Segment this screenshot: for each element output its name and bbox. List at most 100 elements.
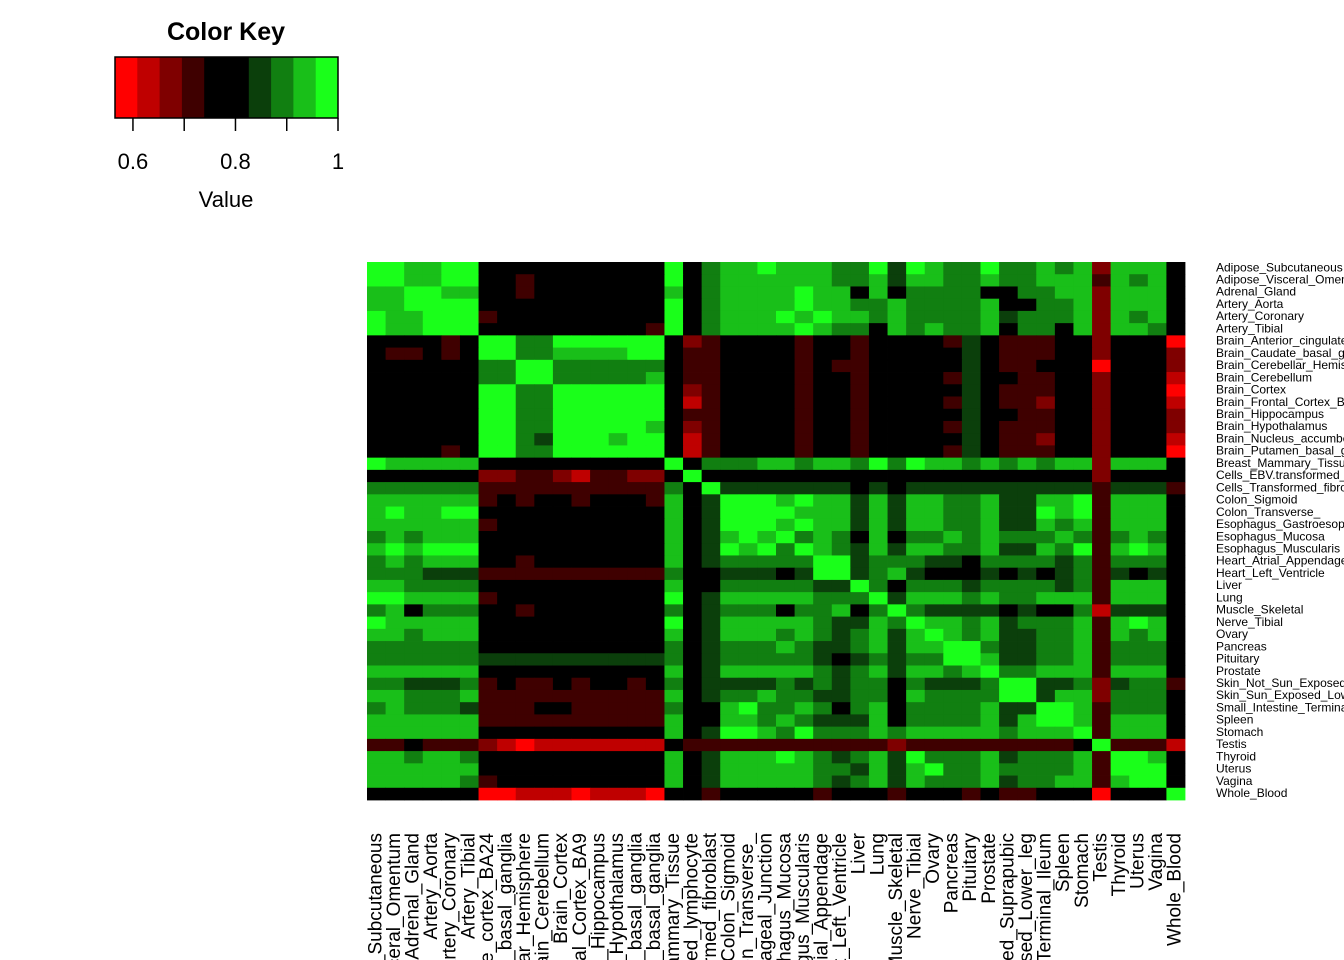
heatmap-cell xyxy=(776,653,795,666)
heatmap-cell xyxy=(1110,616,1130,630)
heatmap-cell xyxy=(404,335,424,348)
heatmap-cell xyxy=(1166,420,1186,434)
heatmap-cell xyxy=(590,384,610,397)
heatmap-cell xyxy=(850,310,870,324)
heatmap-cell xyxy=(1147,408,1167,422)
heatmap-cell xyxy=(590,653,610,666)
heatmap-cell xyxy=(515,604,535,617)
heatmap-cell xyxy=(1092,518,1112,532)
key-swatch xyxy=(159,57,183,118)
heatmap-cell xyxy=(1036,433,1056,446)
heatmap-cell xyxy=(961,677,981,691)
heatmap-cell xyxy=(1166,323,1186,336)
heatmap-cell xyxy=(980,457,1000,471)
heatmap-cell xyxy=(664,469,684,483)
heatmap-cell xyxy=(590,469,610,483)
heatmap-cell xyxy=(459,677,479,691)
heatmap-cell xyxy=(385,262,405,275)
heatmap-cell xyxy=(1147,347,1167,361)
heatmap-cell xyxy=(720,310,740,324)
heatmap-cell xyxy=(776,751,795,764)
row-label: Liver xyxy=(1216,578,1242,592)
column-label: Breast_Mammary_Tissue xyxy=(663,833,684,960)
heatmap-cell xyxy=(664,555,684,569)
heatmap-cell xyxy=(1166,433,1186,446)
heatmap-cell xyxy=(701,347,721,361)
heatmap-cell xyxy=(794,494,814,507)
heatmap-cell xyxy=(794,726,814,740)
heatmap-cell xyxy=(1036,347,1056,361)
column-label: Cells_Transformed_fibroblast xyxy=(700,832,721,960)
heatmap-cell xyxy=(645,763,665,776)
column-label: Vagina xyxy=(1146,833,1167,891)
heatmap-cell xyxy=(422,396,442,410)
heatmap-cell xyxy=(515,628,535,642)
heatmap-cell xyxy=(831,787,851,801)
heatmap-cell xyxy=(683,751,703,764)
heatmap-cell xyxy=(701,677,721,691)
heatmap-cell xyxy=(534,702,554,715)
heatmap-cell xyxy=(478,763,498,776)
column-label: Brain_Cerebellum xyxy=(533,833,554,960)
heatmap-cell xyxy=(478,604,498,617)
heatmap-cell xyxy=(1147,286,1167,300)
heatmap-cell xyxy=(1073,408,1093,422)
row-label: Uterus xyxy=(1216,762,1251,776)
heatmap-cell xyxy=(497,445,517,459)
heatmap-cell xyxy=(441,494,461,507)
heatmap-cell xyxy=(683,445,703,459)
heatmap-cell xyxy=(961,592,981,605)
heatmap-cell xyxy=(943,616,963,630)
heatmap-cell xyxy=(794,555,814,569)
row-label: Brain_Anterior_cingulate_cortex_BA24 xyxy=(1216,334,1344,348)
heatmap-cell xyxy=(1017,726,1037,740)
heatmap-cell xyxy=(831,604,851,617)
heatmap-cell xyxy=(404,482,424,495)
heatmap-cell xyxy=(813,653,833,666)
row-label: Heart_Left_Ventricle xyxy=(1216,566,1325,580)
heatmap-cell xyxy=(887,274,907,287)
column-label: Thyroid xyxy=(1109,833,1130,896)
heatmap-cell xyxy=(720,567,740,581)
heatmap-cell xyxy=(924,457,944,471)
heatmap-cell xyxy=(497,433,517,446)
heatmap-cell xyxy=(1147,494,1167,507)
heatmap-cell xyxy=(478,714,498,728)
heatmap-cell xyxy=(590,751,610,764)
heatmap-cell xyxy=(664,482,684,495)
heatmap-cell xyxy=(980,653,1000,666)
heatmap-cell xyxy=(422,482,442,495)
heatmap-cell xyxy=(1110,372,1130,385)
heatmap-cell xyxy=(794,531,814,544)
heatmap-cell xyxy=(831,396,851,410)
heatmap-cell xyxy=(404,787,424,801)
heatmap-cell xyxy=(794,372,814,385)
heatmap-cell xyxy=(868,641,888,654)
heatmap-cell xyxy=(1092,335,1112,348)
heatmap-cell xyxy=(980,616,1000,630)
heatmap-cell xyxy=(367,543,386,556)
row-label: Esophagus_Gastroesophageal_Junction xyxy=(1216,517,1344,531)
heatmap-cell xyxy=(776,433,795,446)
heatmap-cell xyxy=(664,543,684,556)
heatmap-cell xyxy=(627,628,647,642)
heatmap-cell xyxy=(627,310,647,324)
heatmap-cell xyxy=(1073,702,1093,715)
heatmap-cell xyxy=(776,616,795,630)
heatmap-cell xyxy=(868,665,888,679)
heatmap-cell xyxy=(980,286,1000,300)
heatmap-cell xyxy=(943,775,963,789)
heatmap-cell xyxy=(813,665,833,679)
heatmap-cell xyxy=(497,323,517,336)
heatmap-cell xyxy=(757,714,777,728)
heatmap-cell xyxy=(1092,579,1112,593)
heatmap-cell xyxy=(999,347,1019,361)
heatmap-cell xyxy=(757,482,777,495)
heatmap-cell xyxy=(367,420,386,434)
heatmap-cell xyxy=(645,531,665,544)
heatmap-cell xyxy=(367,482,386,495)
heatmap-cell xyxy=(757,433,777,446)
heatmap-cell xyxy=(404,347,424,361)
heatmap-cell xyxy=(385,433,405,446)
heatmap-cell xyxy=(645,726,665,740)
